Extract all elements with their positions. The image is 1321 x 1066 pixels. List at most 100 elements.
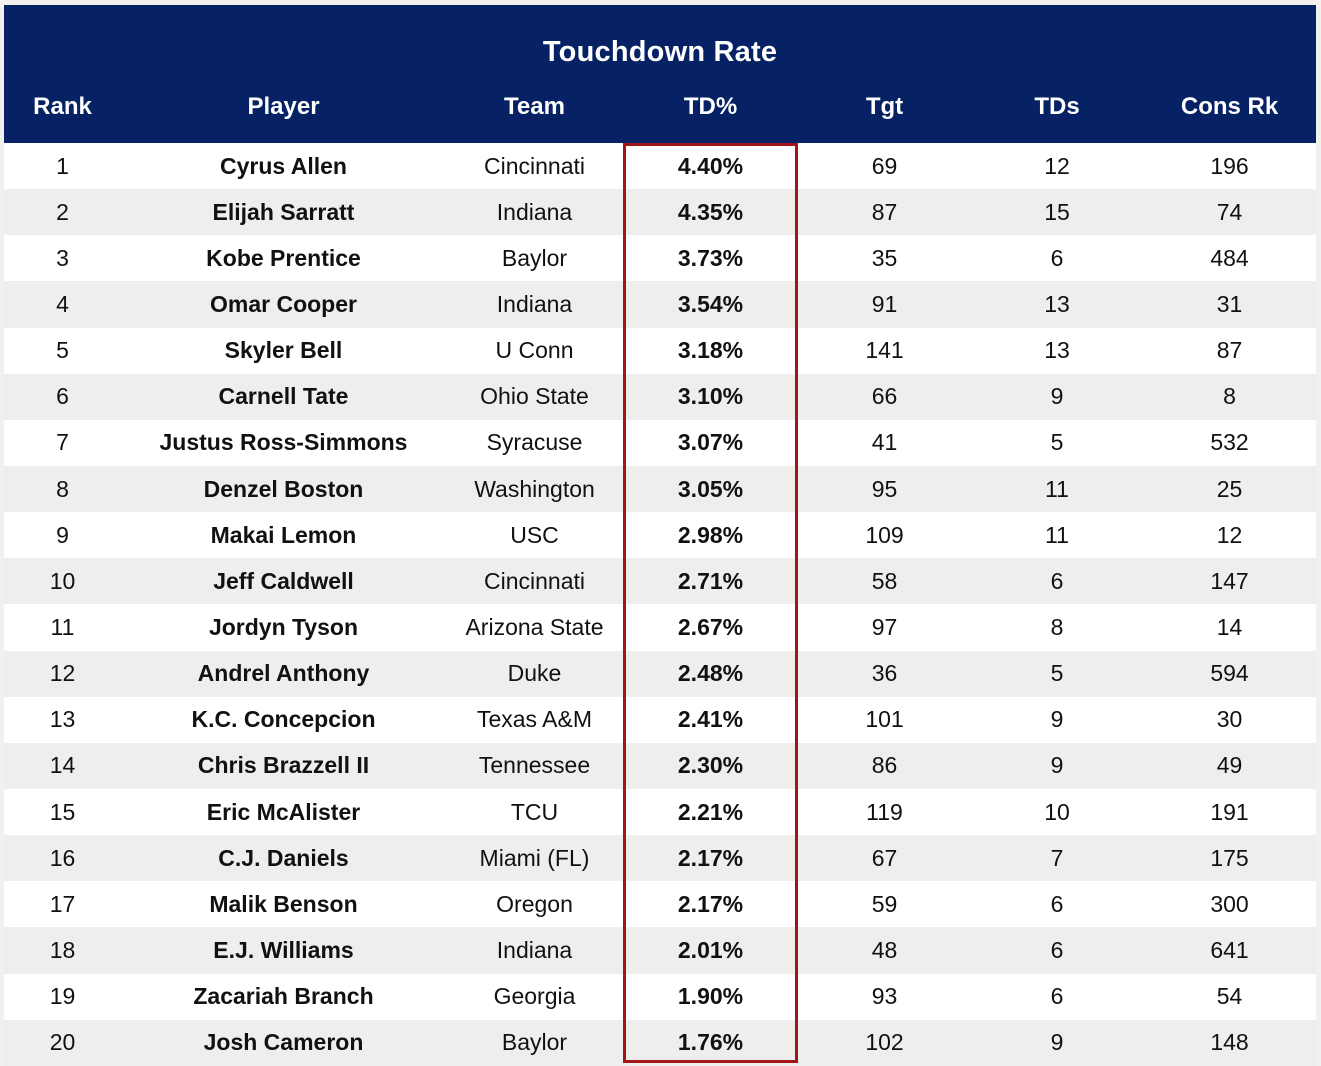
cons-rk-cell: 532 [1143,419,1317,466]
td-pct-cell: 3.73% [623,235,798,282]
rank-cell: 1 [4,143,121,190]
tds-cell: 6 [971,558,1143,605]
table-row: 15 Eric McAlister TCU 2.21% 119 10 191 [4,788,1317,836]
table-row: 19 Zacariah Branch Georgia 1.90% 93 6 54 [4,973,1317,1020]
team-cell: Washington [446,465,623,513]
td-pct-cell: 1.90% [623,973,798,1020]
tds-cell: 9 [971,742,1143,789]
td-pct-cell: 2.67% [623,604,798,651]
team-cell: Indiana [446,281,623,328]
touchdown-rate-table: Touchdown Rate Rank Player Team TD% Tgt … [4,5,1317,1066]
td-pct-cell: 2.71% [623,558,798,605]
td-pct-cell: 3.18% [623,327,798,374]
team-cell: Cincinnati [446,143,623,190]
table-row: 13 K.C. Concepcion Texas A&M 2.41% 101 9… [4,696,1317,743]
table-row: 14 Chris Brazzell II Tennessee 2.30% 86 … [4,742,1317,789]
column-header-rank: Rank [4,85,121,143]
td-pct-cell: 4.40% [623,143,798,190]
player-cell: K.C. Concepcion [121,696,446,743]
table-row: 6 Carnell Tate Ohio State 3.10% 66 9 8 [4,373,1317,420]
rank-cell: 13 [4,696,121,743]
rank-cell: 18 [4,927,121,974]
tgt-cell: 119 [798,788,971,836]
cons-rk-cell: 8 [1143,373,1317,420]
tds-cell: 11 [971,465,1143,513]
cons-rk-cell: 641 [1143,927,1317,974]
player-cell: Omar Cooper [121,281,446,328]
cons-rk-cell: 148 [1143,1019,1317,1066]
td-pct-cell: 2.41% [623,696,798,743]
td-pct-cell: 1.76% [623,1019,798,1066]
tds-cell: 9 [971,1019,1143,1066]
team-cell: Miami (FL) [446,835,623,882]
tds-cell: 6 [971,927,1143,974]
cons-rk-cell: 300 [1143,881,1317,928]
team-cell: Indiana [446,927,623,974]
cons-rk-cell: 484 [1143,235,1317,282]
cons-rk-cell: 147 [1143,558,1317,605]
rank-cell: 14 [4,742,121,789]
player-cell: Malik Benson [121,881,446,928]
tgt-cell: 91 [798,281,971,328]
table-row: 10 Jeff Caldwell Cincinnati 2.71% 58 6 1… [4,558,1317,605]
tds-cell: 12 [971,143,1143,190]
table-row: 17 Malik Benson Oregon 2.17% 59 6 300 [4,881,1317,928]
column-header-tgt: Tgt [798,85,971,143]
tds-cell: 13 [971,327,1143,374]
team-cell: Cincinnati [446,558,623,605]
table-body: 1 Cyrus Allen Cincinnati 4.40% 69 12 196… [4,143,1317,1066]
table-row: 8 Denzel Boston Washington 3.05% 95 11 2… [4,465,1317,513]
player-cell: Josh Cameron [121,1019,446,1066]
tgt-cell: 66 [798,373,971,420]
td-pct-cell: 3.54% [623,281,798,328]
tgt-cell: 86 [798,742,971,789]
tgt-cell: 69 [798,143,971,190]
tds-cell: 5 [971,650,1143,697]
tgt-cell: 35 [798,235,971,282]
tds-cell: 9 [971,696,1143,743]
rank-cell: 15 [4,788,121,836]
td-pct-cell: 2.17% [623,835,798,882]
rank-cell: 12 [4,650,121,697]
cons-rk-cell: 74 [1143,189,1317,236]
player-cell: C.J. Daniels [121,835,446,882]
touchdown-rate-table-wrap: Touchdown Rate Rank Player Team TD% Tgt … [4,5,1317,1066]
rank-cell: 9 [4,512,121,559]
team-cell: Arizona State [446,604,623,651]
tgt-cell: 59 [798,881,971,928]
tds-cell: 15 [971,189,1143,236]
td-pct-cell: 3.10% [623,373,798,420]
column-header-cons-rk: Cons Rk [1143,85,1317,143]
team-cell: USC [446,512,623,559]
rank-cell: 3 [4,235,121,282]
tgt-cell: 36 [798,650,971,697]
team-cell: Duke [446,650,623,697]
td-pct-cell: 2.21% [623,788,798,836]
cons-rk-cell: 14 [1143,604,1317,651]
team-cell: Syracuse [446,419,623,466]
team-cell: Indiana [446,189,623,236]
player-cell: Jordyn Tyson [121,604,446,651]
player-cell: E.J. Williams [121,927,446,974]
player-cell: Jeff Caldwell [121,558,446,605]
cons-rk-cell: 87 [1143,327,1317,374]
tgt-cell: 95 [798,465,971,513]
tds-cell: 8 [971,604,1143,651]
rank-cell: 20 [4,1019,121,1066]
player-cell: Eric McAlister [121,788,446,836]
tds-cell: 7 [971,835,1143,882]
tgt-cell: 109 [798,512,971,559]
cons-rk-cell: 175 [1143,835,1317,882]
table-row: 1 Cyrus Allen Cincinnati 4.40% 69 12 196 [4,143,1317,190]
tds-cell: 6 [971,881,1143,928]
tds-cell: 11 [971,512,1143,559]
tds-cell: 10 [971,788,1143,836]
tds-cell: 5 [971,419,1143,466]
player-cell: Elijah Sarratt [121,189,446,236]
rank-cell: 8 [4,465,121,513]
rank-cell: 19 [4,973,121,1020]
cons-rk-cell: 54 [1143,973,1317,1020]
table-row: 3 Kobe Prentice Baylor 3.73% 35 6 484 [4,235,1317,282]
tds-cell: 6 [971,973,1143,1020]
player-cell: Chris Brazzell II [121,742,446,789]
